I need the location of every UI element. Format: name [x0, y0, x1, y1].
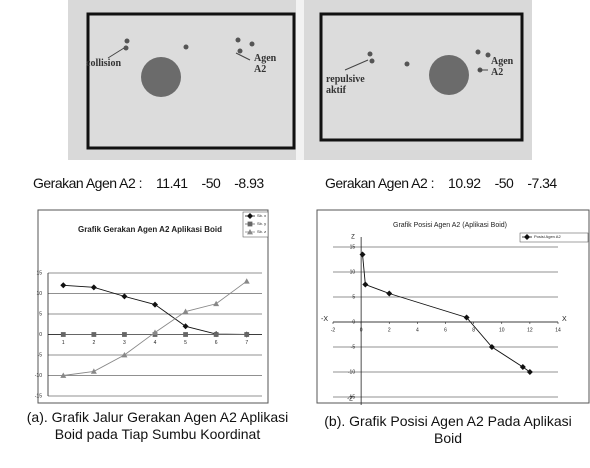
annotation: collision	[86, 58, 121, 69]
x-tick-label: 12	[527, 327, 533, 333]
obstacle	[141, 57, 181, 97]
axis-label: X	[562, 316, 567, 323]
caption: (b). Grafik Posisi Agen A2 Pada Aplikasi…	[318, 413, 578, 447]
marker	[248, 222, 253, 227]
readout-label: Gerakan Agen A2 :	[33, 175, 142, 191]
chart-title: Grafik Gerakan Agen A2 Aplikasi Boid	[78, 225, 222, 234]
annotation: repulsive aktif	[326, 74, 381, 96]
marker	[61, 332, 66, 337]
y-tick-label: -10	[35, 373, 42, 379]
y-tick-label: 15	[36, 270, 42, 276]
readout-value: -50	[202, 175, 221, 191]
annotation: Agen A2	[491, 56, 521, 78]
x-tick-label: 2	[92, 340, 95, 346]
chart-title: Grafik Posisi Agen A2 (Aplikasi Boid)	[393, 222, 507, 229]
x-tick-label: 5	[184, 340, 187, 346]
marker	[214, 332, 219, 337]
page: Grafik Gerakan Agen A2 Aplikasi Boid1510…	[0, 0, 590, 468]
x-tick-label: 0	[360, 327, 363, 333]
x-tick-label: 1	[62, 340, 65, 346]
readout: Gerakan Agen A2 : 10.92 -50 -7.34	[325, 175, 571, 191]
caption: (a). Grafik Jalur Gerakan Agen A2 Aplika…	[20, 409, 295, 443]
marker	[122, 332, 127, 337]
x-tick-label: 3	[123, 340, 126, 346]
axis-label: Z	[351, 235, 355, 241]
axis-label: -X	[321, 316, 328, 323]
x-tick-label: 10	[499, 327, 505, 333]
y-tick-label: 5	[39, 311, 42, 317]
marker	[183, 332, 188, 337]
readout-value: -50	[495, 175, 514, 191]
legend-label: Posisi Agen A2	[534, 234, 561, 239]
arena-frame	[88, 14, 294, 148]
x-tick-label: 14	[555, 327, 561, 333]
y-tick-label: -10	[348, 369, 355, 375]
readout-value: 11.41	[156, 175, 188, 191]
readout-label: Gerakan Agen A2 :	[325, 175, 434, 191]
x-tick-label: 6	[444, 327, 447, 333]
y-tick-label: -5	[38, 352, 43, 358]
readout-value: -8.93	[234, 175, 263, 191]
readout: Gerakan Agen A2 : 11.41 -50 -8.93	[33, 175, 278, 191]
x-tick-label: 4	[154, 340, 157, 346]
marker	[244, 332, 249, 337]
obstacle	[429, 55, 469, 95]
y-tick-label: -5	[351, 344, 356, 350]
readout-value: -7.34	[527, 175, 556, 191]
x-tick-label: 4	[416, 327, 419, 333]
y-tick-label: 5	[352, 294, 355, 300]
y-tick-label: 0	[39, 332, 42, 338]
readout-value: 10.92	[448, 175, 481, 191]
x-tick-label: 7	[245, 340, 248, 346]
x-tick-label: 6	[215, 340, 218, 346]
y-tick-label: 10	[350, 269, 356, 275]
marker	[91, 332, 96, 337]
panel-divider	[296, 0, 304, 160]
x-tick-label: -2	[331, 327, 336, 333]
axis-label: -Z	[347, 397, 353, 403]
legend-label: Sb. x	[257, 213, 266, 218]
y-tick-label: -15	[35, 393, 42, 399]
annotation: Agen A2	[254, 53, 284, 75]
legend-label: Sb. z	[257, 229, 266, 234]
x-tick-label: 8	[472, 327, 475, 333]
legend-label: Sb. y	[257, 221, 266, 226]
x-tick-label: 2	[388, 327, 391, 333]
y-tick-label: 15	[350, 244, 356, 250]
y-tick-label: 10	[36, 291, 42, 297]
